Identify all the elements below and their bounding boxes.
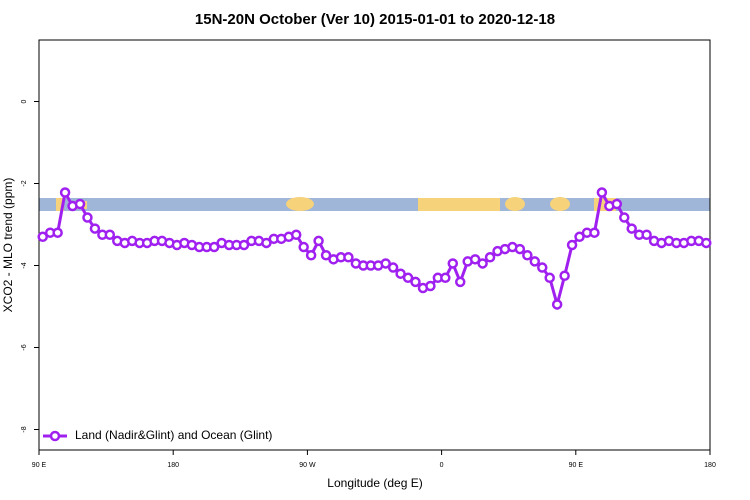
data-point: [59, 187, 71, 198]
data-point: [104, 229, 116, 240]
data-point: [395, 268, 406, 279]
data-point: [574, 231, 585, 243]
y-tick-label: -4: [21, 262, 28, 268]
land: [418, 198, 500, 211]
data-point: [320, 250, 332, 261]
data-point: [313, 235, 324, 247]
x-tick-label: 180: [704, 462, 716, 469]
y-tick-label: 0: [21, 99, 28, 103]
data-point: [261, 237, 272, 249]
x-tick-label: 90 E: [32, 462, 47, 469]
data-point: [566, 239, 578, 251]
y-tick-label: -2: [21, 180, 28, 186]
y-tick-label: -6: [21, 344, 28, 350]
data-point: [514, 243, 526, 255]
data-point: [477, 258, 488, 269]
data-point: [469, 254, 481, 265]
y-tick-label: -8: [21, 426, 28, 432]
ocean-strip: [39, 198, 710, 211]
data-point: [290, 229, 302, 240]
data-point: [596, 187, 608, 198]
x-tick-label: 0: [440, 462, 444, 469]
data-point: [387, 262, 399, 273]
data-point: [626, 223, 637, 234]
data-point: [641, 229, 652, 240]
x-tick-label: 180: [167, 462, 179, 469]
land: [56, 198, 64, 211]
data-point: [544, 272, 555, 284]
y-axis-label: XCO2 - MLO trend (ppm): [1, 178, 15, 313]
legend-label: Land (Nadir&Glint) and Ocean (Glint): [75, 428, 272, 442]
data-point: [537, 262, 548, 273]
land: [550, 197, 570, 211]
land: [505, 197, 525, 211]
data-point: [37, 231, 48, 243]
data-point: [238, 239, 250, 251]
data-point: [52, 227, 63, 238]
data-point: [589, 227, 600, 238]
data-point: [425, 280, 436, 292]
data-point: [619, 212, 630, 223]
data-point: [305, 250, 317, 261]
data-point: [380, 258, 391, 269]
data-point: [701, 237, 712, 249]
data-point: [410, 276, 421, 288]
data-point: [559, 270, 570, 281]
data-point: [551, 299, 563, 310]
data-point: [611, 198, 623, 210]
data-point: [82, 212, 93, 223]
land: [286, 197, 314, 211]
data-point: [440, 272, 451, 284]
data-point: [343, 252, 354, 263]
x-axis-label: Longitude (deg E): [327, 476, 422, 490]
data-point: [89, 223, 101, 234]
chart-title: 15N-20N October (Ver 10) 2015-01-01 to 2…: [195, 11, 555, 28]
data-point: [402, 272, 414, 284]
x-tick-label: 90 E: [569, 462, 584, 469]
x-tick-label: 90 W: [299, 462, 316, 469]
data-point: [522, 250, 533, 261]
legend-marker: [49, 430, 61, 442]
data-point: [447, 258, 459, 269]
data-point: [454, 276, 466, 288]
data-point: [74, 198, 86, 210]
data-point: [529, 256, 541, 267]
data-point: [208, 241, 220, 253]
data-point: [298, 241, 309, 253]
data-point: [484, 252, 496, 263]
